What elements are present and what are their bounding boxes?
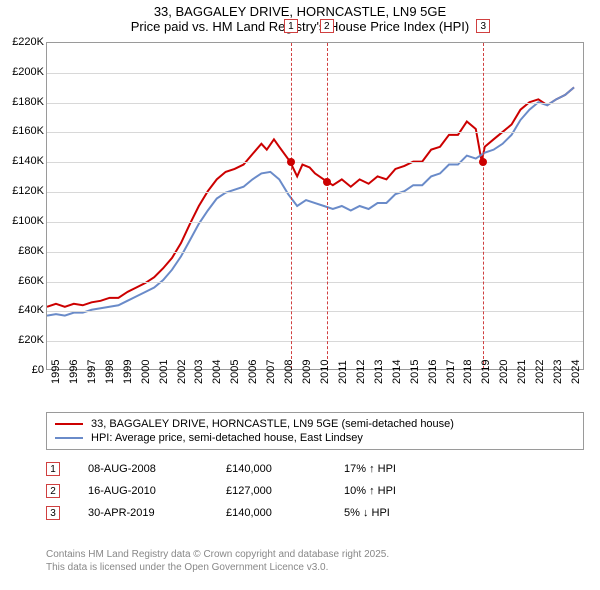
- x-axis-label: 2006: [247, 372, 259, 384]
- legend-swatch: [55, 423, 83, 425]
- x-axis-label: 2008: [283, 372, 295, 384]
- x-axis-label: 2007: [265, 372, 277, 384]
- x-axis-label: 2014: [391, 372, 403, 384]
- transaction-price: £127,000: [226, 485, 316, 497]
- y-axis-label: £140K: [0, 155, 44, 167]
- transaction-table: 1 08-AUG-2008 £140,000 17% ↑ HPI 2 16-AUG-201…: [46, 458, 584, 524]
- transaction-index-box: 3: [46, 506, 60, 520]
- x-axis-label: 2022: [534, 372, 546, 384]
- x-axis-label: 2010: [319, 372, 331, 384]
- legend-label: 33, BAGGALEY DRIVE, HORNCASTLE, LN9 5GE …: [91, 418, 454, 430]
- x-axis-label: 1995: [50, 372, 62, 384]
- gridline: [47, 252, 583, 253]
- title-line-2: Price paid vs. HM Land Registry's House …: [0, 19, 600, 34]
- y-axis-label: £0: [0, 364, 44, 376]
- x-axis-label: 2016: [427, 372, 439, 384]
- legend-row: 33, BAGGALEY DRIVE, HORNCASTLE, LN9 5GE …: [55, 417, 575, 431]
- gridline: [47, 192, 583, 193]
- y-axis-label: £200K: [0, 66, 44, 78]
- transaction-row: 1 08-AUG-2008 £140,000 17% ↑ HPI: [46, 458, 584, 480]
- y-axis-label: £80K: [0, 245, 44, 257]
- transaction-marker: [323, 178, 331, 186]
- y-axis-label: £220K: [0, 36, 44, 48]
- gridline: [47, 311, 583, 312]
- event-label-box: 1: [284, 19, 298, 33]
- x-axis-label: 2018: [462, 372, 474, 384]
- chart-svg: [47, 43, 583, 369]
- transaction-pct: 5% ↓ HPI: [344, 507, 454, 519]
- y-axis-label: £160K: [0, 125, 44, 137]
- footer-attribution: Contains HM Land Registry data © Crown c…: [46, 548, 584, 574]
- transaction-marker: [479, 158, 487, 166]
- gridline: [47, 341, 583, 342]
- transaction-pct: 10% ↑ HPI: [344, 485, 454, 497]
- series-line-property: [47, 87, 574, 306]
- footer-line-2: This data is licensed under the Open Gov…: [46, 561, 584, 574]
- transaction-price: £140,000: [226, 463, 316, 475]
- x-axis-label: 2021: [516, 372, 528, 384]
- y-axis-label: £40K: [0, 304, 44, 316]
- x-axis-label: 2023: [552, 372, 564, 384]
- y-axis-label: £100K: [0, 215, 44, 227]
- x-axis-label: 2015: [409, 372, 421, 384]
- event-label-box: 2: [320, 19, 334, 33]
- x-axis-label: 1999: [122, 372, 134, 384]
- transaction-index-box: 1: [46, 462, 60, 476]
- footer-line-1: Contains HM Land Registry data © Crown c…: [46, 548, 584, 561]
- x-axis-label: 2020: [498, 372, 510, 384]
- chart-title-block: 33, BAGGALEY DRIVE, HORNCASTLE, LN9 5GE …: [0, 0, 600, 34]
- legend-swatch: [55, 437, 83, 439]
- x-axis-label: 1998: [104, 372, 116, 384]
- title-line-1: 33, BAGGALEY DRIVE, HORNCASTLE, LN9 5GE: [0, 4, 600, 19]
- plot-area: 123: [46, 42, 584, 370]
- transaction-price: £140,000: [226, 507, 316, 519]
- x-axis-label: 1997: [86, 372, 98, 384]
- gridline: [47, 103, 583, 104]
- y-axis-label: £180K: [0, 96, 44, 108]
- gridline: [47, 132, 583, 133]
- chart-container: 123 £0 £20K £40K £60K £80K £100K £120K £140K £16…: [0, 38, 600, 408]
- legend: 33, BAGGALEY DRIVE, HORNCASTLE, LN9 5GE …: [46, 412, 584, 450]
- gridline: [47, 162, 583, 163]
- x-axis-label: 2009: [301, 372, 313, 384]
- transaction-row: 3 30-APR-2019 £140,000 5% ↓ HPI: [46, 502, 584, 524]
- gridline: [47, 282, 583, 283]
- event-label-box: 3: [476, 19, 490, 33]
- event-line: [291, 43, 292, 369]
- x-axis-label: 2012: [355, 372, 367, 384]
- transaction-date: 08-AUG-2008: [88, 463, 198, 475]
- x-axis-label: 2004: [211, 372, 223, 384]
- legend-row: HPI: Average price, semi-detached house,…: [55, 431, 575, 445]
- y-axis-label: £60K: [0, 275, 44, 287]
- x-axis-label: 2002: [176, 372, 188, 384]
- legend-label: HPI: Average price, semi-detached house,…: [91, 432, 363, 444]
- transaction-date: 16-AUG-2010: [88, 485, 198, 497]
- transaction-row: 2 16-AUG-2010 £127,000 10% ↑ HPI: [46, 480, 584, 502]
- transaction-pct: 17% ↑ HPI: [344, 463, 454, 475]
- x-axis-label: 2013: [373, 372, 385, 384]
- x-axis-label: 2024: [570, 372, 582, 384]
- y-axis-label: £120K: [0, 185, 44, 197]
- x-axis-label: 2003: [193, 372, 205, 384]
- event-line: [327, 43, 328, 369]
- transaction-date: 30-APR-2019: [88, 507, 198, 519]
- x-axis-label: 2017: [445, 372, 457, 384]
- event-line: [483, 43, 484, 369]
- transaction-index-box: 2: [46, 484, 60, 498]
- x-axis-label: 2005: [229, 372, 241, 384]
- x-axis-label: 2011: [337, 372, 349, 384]
- x-axis-label: 2001: [158, 372, 170, 384]
- x-axis-label: 1996: [68, 372, 80, 384]
- gridline: [47, 73, 583, 74]
- transaction-marker: [287, 158, 295, 166]
- x-axis-label: 2000: [140, 372, 152, 384]
- gridline: [47, 222, 583, 223]
- y-axis-label: £20K: [0, 334, 44, 346]
- x-axis-label: 2019: [480, 372, 492, 384]
